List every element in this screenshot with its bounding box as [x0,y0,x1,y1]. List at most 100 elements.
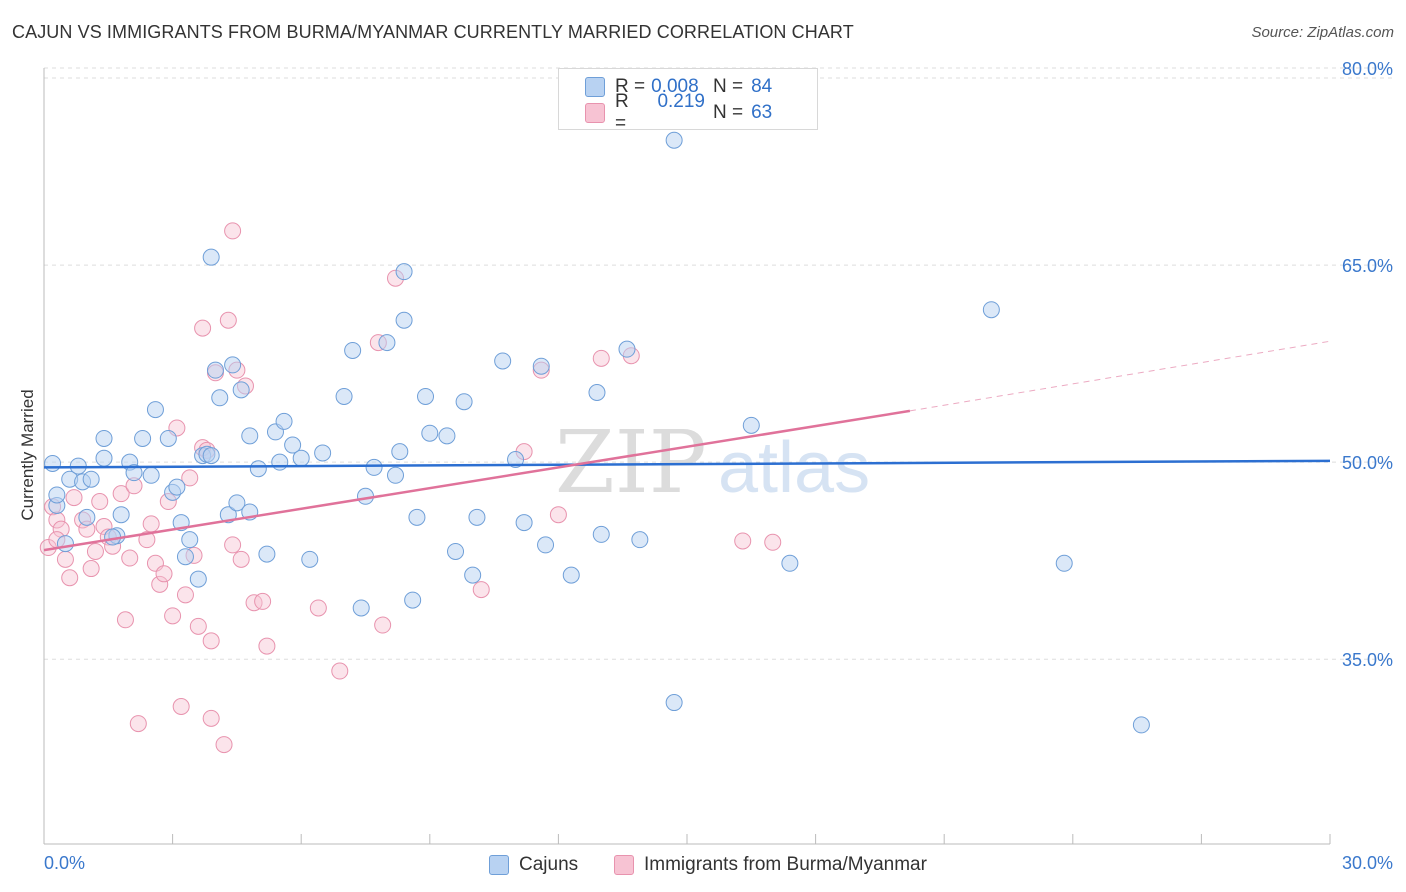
data-point-cajun [202,447,220,465]
data-point-cajun [982,301,1000,319]
data-point-cajun [742,416,760,434]
data-point-cajun [352,599,370,617]
data-point-cajun [417,387,435,405]
data-point-burma [232,550,250,568]
bottom-legend-cajuns: Cajuns [489,852,578,878]
data-point-cajun [146,401,164,419]
bottom-legend-swatch-pink [614,855,634,875]
data-point-cajun [112,506,130,524]
data-point-burma [202,632,220,650]
data-point-cajun [507,451,525,469]
data-point-cajun [95,429,113,447]
legend-r: R = 0.219 [615,91,705,135]
data-point-cajun [665,131,683,149]
data-point-burma [151,575,169,593]
data-point-cajun [284,436,302,454]
data-point-cajun [464,566,482,584]
data-point-burma [219,311,237,329]
data-point-cajun [176,548,194,566]
data-point-cajun [438,427,456,445]
legend-r: R = 0.008 [615,76,705,98]
data-point-cajun [271,453,289,471]
data-point-cajun [344,341,362,359]
data-point-burma [331,662,349,680]
legend-swatch-blue [585,77,605,97]
data-point-burma [194,319,212,337]
data-point-burma [86,542,104,560]
y-axis-label: Currently Married [18,389,37,521]
legend-n-value: 84 [751,76,773,97]
grid-lines [44,67,1392,660]
data-point-burma [224,222,242,240]
data-point-burma [181,469,199,487]
data-point-burma [142,515,160,533]
data-point-burma [472,581,490,599]
data-point-burma [164,607,182,625]
data-point-cajun [206,361,224,379]
data-point-cajun [211,389,229,407]
trend-lines [43,340,1331,552]
bottom-legend-burma: Immigrants from Burma/Myanmar [614,852,927,878]
data-point-cajun [468,508,486,526]
legend-r-value: 0.219 [657,91,705,112]
data-point-cajun [134,429,152,447]
data-point-burma [155,565,173,583]
data-point-burma [215,736,233,754]
legend-row-burma: R = 0.219 N = 63 [585,91,772,134]
data-point-burma [592,349,610,367]
data-point-burma [734,532,752,550]
data-point-cajun [241,427,259,445]
x-tick-label: 0.0% [44,853,85,873]
data-point-cajun [228,494,246,512]
data-point-cajun [48,486,66,504]
data-point-burma [116,611,134,629]
data-point-burma [176,586,194,604]
data-point-cajun [447,542,465,560]
data-point-burma [258,637,276,655]
legend-n-label: N = [713,102,744,123]
tick-labels: 35.0% 50.0% 65.0% 80.0% 0.0% 30.0% [44,59,1393,873]
data-point-cajun [1055,554,1073,572]
legend-r-label: R = [615,76,646,97]
data-point-cajun [301,550,319,568]
data-point-cajun [378,334,396,352]
data-point-cajun [258,545,276,563]
data-point-burma [254,592,272,610]
data-point-burma [309,599,327,617]
trend-line-burma [43,409,911,552]
data-point-burma [91,493,109,511]
legend-n-value: 63 [751,102,773,123]
data-point-burma [172,698,190,716]
data-point-cajun [781,554,799,572]
x-tick-label: 30.0% [1342,853,1393,873]
data-point-cajun [395,311,413,329]
legend-swatch-pink [585,103,605,123]
watermark-atlas: atlas [718,428,870,508]
data-point-cajun [249,460,267,478]
data-point-burma [245,594,263,612]
chart-title: CAJUN VS IMMIGRANTS FROM BURMA/MYANMAR C… [12,22,854,42]
data-point-cajun [404,591,422,609]
data-point-cajun [365,458,383,476]
data-point-burma [764,533,782,551]
data-point-burma [224,536,242,554]
data-point-cajun [314,444,332,462]
data-point-cajun [181,531,199,549]
data-point-cajun [421,424,439,442]
data-point-burma [202,709,220,727]
data-point-cajun [665,694,683,712]
data-point-burma [374,616,392,634]
data-point-cajun [95,449,113,467]
data-point-cajun [335,387,353,405]
data-point-cajun [275,412,293,430]
data-point-cajun [44,454,62,472]
data-point-cajun [537,536,555,554]
axes [43,68,1331,845]
legend-n: N = 63 [713,102,772,124]
y-tick-label: 65.0% [1342,256,1393,276]
data-point-cajun [395,263,413,281]
data-point-cajun [515,514,533,532]
data-point-cajun [224,356,242,374]
bottom-legend-swatch-blue [489,855,509,875]
